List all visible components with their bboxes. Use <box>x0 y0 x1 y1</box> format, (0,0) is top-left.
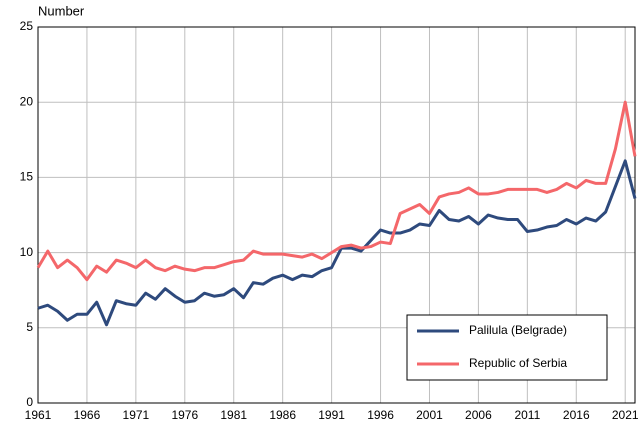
legend-label: Palilula (Belgrade) <box>469 323 567 337</box>
y-tick-label: 25 <box>20 19 34 33</box>
x-tick-label: 1991 <box>318 408 345 422</box>
y-tick-label: 5 <box>26 320 33 334</box>
y-tick-label: 0 <box>26 395 33 409</box>
x-tick-label: 1976 <box>171 408 198 422</box>
x-tick-label: 2001 <box>416 408 443 422</box>
y-tick-label: 15 <box>20 170 34 184</box>
x-tick-label: 1966 <box>74 408 101 422</box>
series-line <box>37 159 637 327</box>
x-tick-label: 1981 <box>220 408 247 422</box>
legend-label: Republic of Serbia <box>469 356 567 370</box>
y-axis-label: Number <box>38 3 85 18</box>
series-line <box>36 100 637 282</box>
x-tick-label: 2011 <box>514 408 540 422</box>
x-tick-label: 1971 <box>123 408 150 422</box>
x-tick-label: 1961 <box>25 408 52 422</box>
x-tick-label: 2006 <box>465 408 492 422</box>
plot-frame <box>37 26 636 404</box>
x-tick-label: 1986 <box>269 408 296 422</box>
y-tick-label: 10 <box>20 245 34 259</box>
legend-box <box>406 314 608 381</box>
x-tick-label: 2016 <box>563 408 590 422</box>
x-tick-label: 2021 <box>612 408 638 422</box>
x-tick-label: 1996 <box>367 408 394 422</box>
y-tick-label: 20 <box>20 94 34 108</box>
